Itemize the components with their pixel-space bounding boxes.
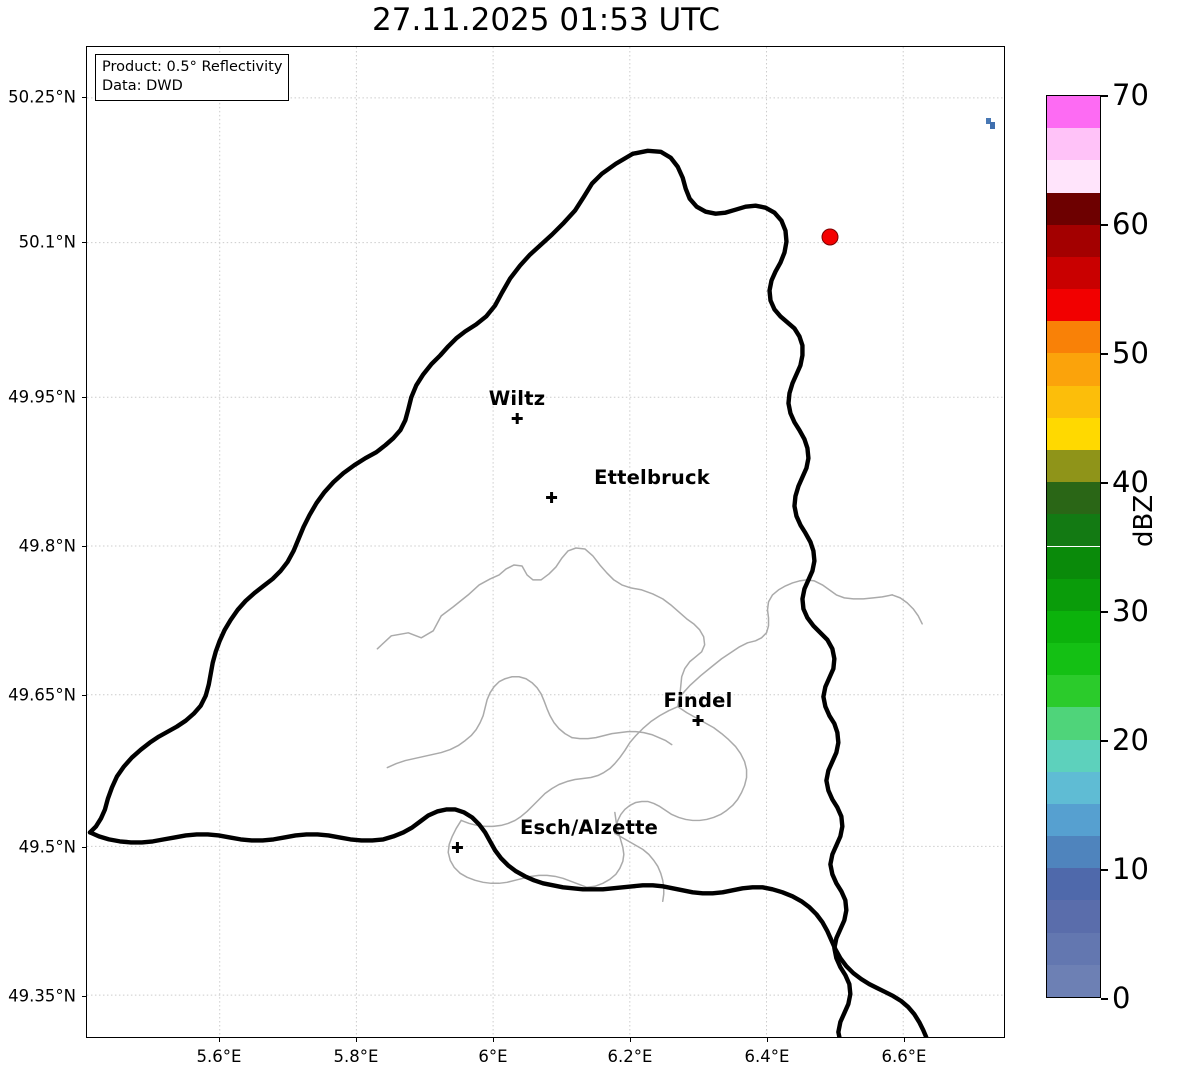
city-marker-icon: [511, 412, 523, 424]
page-title: 27.11.2025 01:53 UTC: [372, 2, 720, 38]
colorbar-band: [1047, 192, 1100, 225]
y-tick-label: 50.1°N: [18, 232, 76, 252]
minor-boundary-traces: [891, 594, 923, 625]
colorbar[interactable]: [1046, 95, 1101, 998]
y-tick-label: 49.5°N: [18, 837, 76, 857]
colorbar-tick-label: 70: [1112, 78, 1149, 112]
colorbar-band: [1047, 578, 1100, 611]
colorbar-band: [1047, 289, 1100, 322]
y-tickmark: [82, 242, 86, 244]
city-label-ettelbruck: Ettelbruck: [546, 466, 710, 503]
y-tick-label: 50.25°N: [8, 87, 76, 107]
x-tickmark: [630, 1038, 632, 1042]
colorbar-tickmark: [1101, 95, 1108, 97]
gridlines-lat: [87, 97, 1004, 996]
y-tick-label: 49.35°N: [8, 986, 76, 1006]
city-marker-icon: [692, 714, 704, 726]
colorbar-band: [1047, 353, 1100, 386]
city-name-text: Findel: [663, 689, 733, 712]
city-name-text: Wiltz: [488, 387, 546, 410]
city-marker-icon: [451, 841, 463, 853]
x-tick-label: 5.8°E: [333, 1047, 379, 1066]
colorbar-tickmark: [1101, 482, 1108, 484]
map-svg: .gridline { stroke:#cccccc; stroke-width…: [87, 47, 1004, 1037]
y-tickmark: [82, 695, 86, 697]
map-plot-area[interactable]: .gridline { stroke:#cccccc; stroke-width…: [86, 46, 1005, 1038]
colorbar-band: [1047, 128, 1100, 161]
x-tick-label: 5.6°E: [196, 1047, 242, 1066]
city-label-esch-alzette: Esch/Alzette: [451, 816, 659, 853]
colorbar-tick-label: 20: [1112, 723, 1149, 757]
colorbar-band: [1047, 546, 1100, 579]
colorbar-band: [1047, 160, 1100, 193]
colorbar-band: [1047, 803, 1100, 837]
colorbar-band: [1047, 771, 1100, 804]
colorbar-tickmark: [1101, 998, 1108, 1000]
info-box: Product: 0.5° Reflectivity Data: DWD: [95, 54, 290, 102]
colorbar-tickmark: [1101, 611, 1108, 613]
x-tickmark: [904, 1038, 906, 1042]
x-tick-label: 6°E: [478, 1047, 508, 1066]
colorbar-band: [1047, 868, 1100, 901]
colorbar-tickmark: [1101, 224, 1108, 226]
colorbar-band: [1047, 643, 1100, 676]
colorbar-tickmark: [1101, 869, 1108, 871]
gridlines-lon: [219, 47, 904, 1037]
radar-echo-pixel: [990, 122, 995, 129]
colorbar-tick-label: 30: [1112, 594, 1149, 628]
city-name-text: Esch/Alzette: [519, 816, 659, 839]
colorbar-band: [1047, 417, 1100, 450]
colorbar-tick-label: 50: [1112, 336, 1149, 370]
x-tick-label: 6.2°E: [607, 1047, 653, 1066]
colorbar-tickmark: [1101, 740, 1108, 742]
colorbar-band: [1047, 675, 1100, 708]
y-tick-label: 49.65°N: [8, 685, 76, 705]
colorbar-band: [1047, 739, 1100, 772]
y-tick-label: 49.8°N: [18, 536, 76, 556]
colorbar-band: [1047, 96, 1100, 129]
colorbar-band: [1047, 321, 1100, 354]
cantonal-boundaries: [376, 547, 893, 903]
national-border-luxembourg: [87, 148, 929, 1037]
y-tickmark: [82, 546, 86, 548]
colorbar-tick-label: 60: [1112, 207, 1149, 241]
colorbar-band: [1047, 707, 1100, 740]
y-tickmark: [82, 996, 86, 998]
x-tickmark: [493, 1038, 495, 1042]
info-product-line: Product: 0.5° Reflectivity: [102, 59, 283, 75]
x-tick-label: 6.4°E: [744, 1047, 790, 1066]
colorbar-band: [1047, 482, 1100, 515]
colorbar-band: [1047, 514, 1100, 547]
colorbar-band: [1047, 964, 1100, 997]
colorbar-tick-label: 40: [1112, 465, 1149, 499]
city-marker-icon: [546, 491, 558, 503]
colorbar-band: [1047, 900, 1100, 933]
radar-echo-pixel: [986, 118, 991, 124]
colorbar-band: [1047, 932, 1100, 965]
x-tickmark: [356, 1038, 358, 1042]
city-name-text: Ettelbruck: [594, 466, 710, 489]
y-tickmark: [82, 97, 86, 99]
colorbar-axis-label: dBZ: [1129, 494, 1159, 547]
info-data-line: Data: DWD: [102, 78, 183, 95]
colorbar-band: [1047, 224, 1100, 257]
y-tickmark: [82, 847, 86, 849]
colorbar-tickmark: [1101, 353, 1108, 355]
colorbar-band: [1047, 610, 1100, 644]
colorbar-band: [1047, 836, 1100, 869]
colorbar-band: [1047, 256, 1100, 290]
radar-site-marker[interactable]: [821, 228, 839, 246]
x-tick-label: 6.6°E: [881, 1047, 927, 1066]
colorbar-tick-label: 10: [1112, 852, 1149, 886]
colorbar-tick-label: 0: [1112, 981, 1131, 1015]
colorbar-band: [1047, 385, 1100, 418]
y-tickmark: [82, 397, 86, 399]
x-tickmark: [767, 1038, 769, 1042]
city-label-wiltz: Wiltz: [489, 389, 546, 424]
y-tick-label: 49.95°N: [8, 387, 76, 407]
colorbar-band: [1047, 449, 1100, 483]
city-label-findel: Findel: [664, 691, 733, 726]
x-tickmark: [219, 1038, 221, 1042]
